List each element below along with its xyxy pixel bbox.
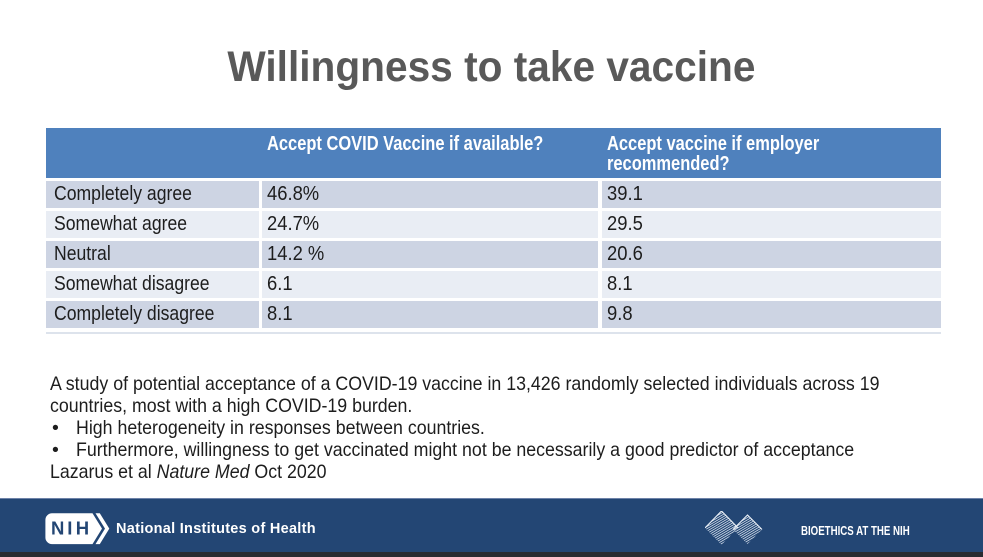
svg-text:NIH: NIH: [51, 517, 89, 538]
